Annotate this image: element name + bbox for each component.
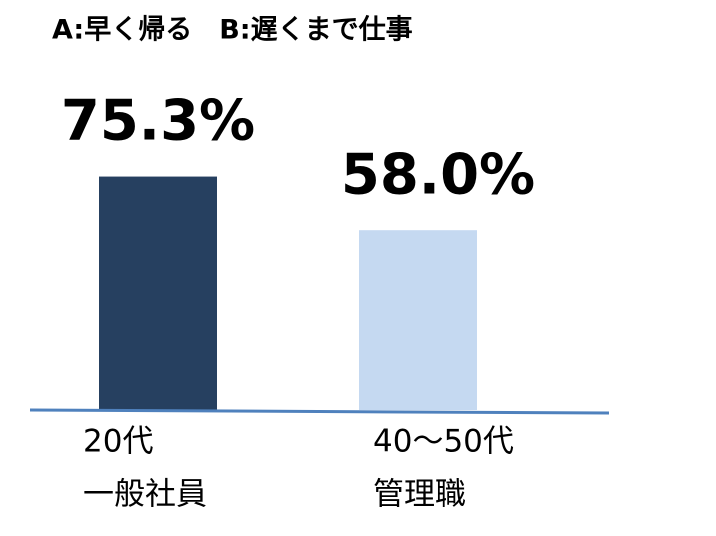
category-label: 管理職 bbox=[373, 477, 466, 513]
category-label: 40～50代 bbox=[373, 424, 514, 460]
baseline bbox=[29, 408, 610, 415]
bar bbox=[99, 176, 217, 410]
category-label: 20代 bbox=[83, 424, 153, 460]
value-label: 75.3% bbox=[61, 89, 255, 154]
category-label: 一般社員 bbox=[83, 477, 207, 513]
bar bbox=[359, 230, 477, 410]
value-label: 58.0% bbox=[341, 142, 535, 207]
chart-title: A:早く帰る B:遅くまで仕事 bbox=[52, 15, 413, 46]
